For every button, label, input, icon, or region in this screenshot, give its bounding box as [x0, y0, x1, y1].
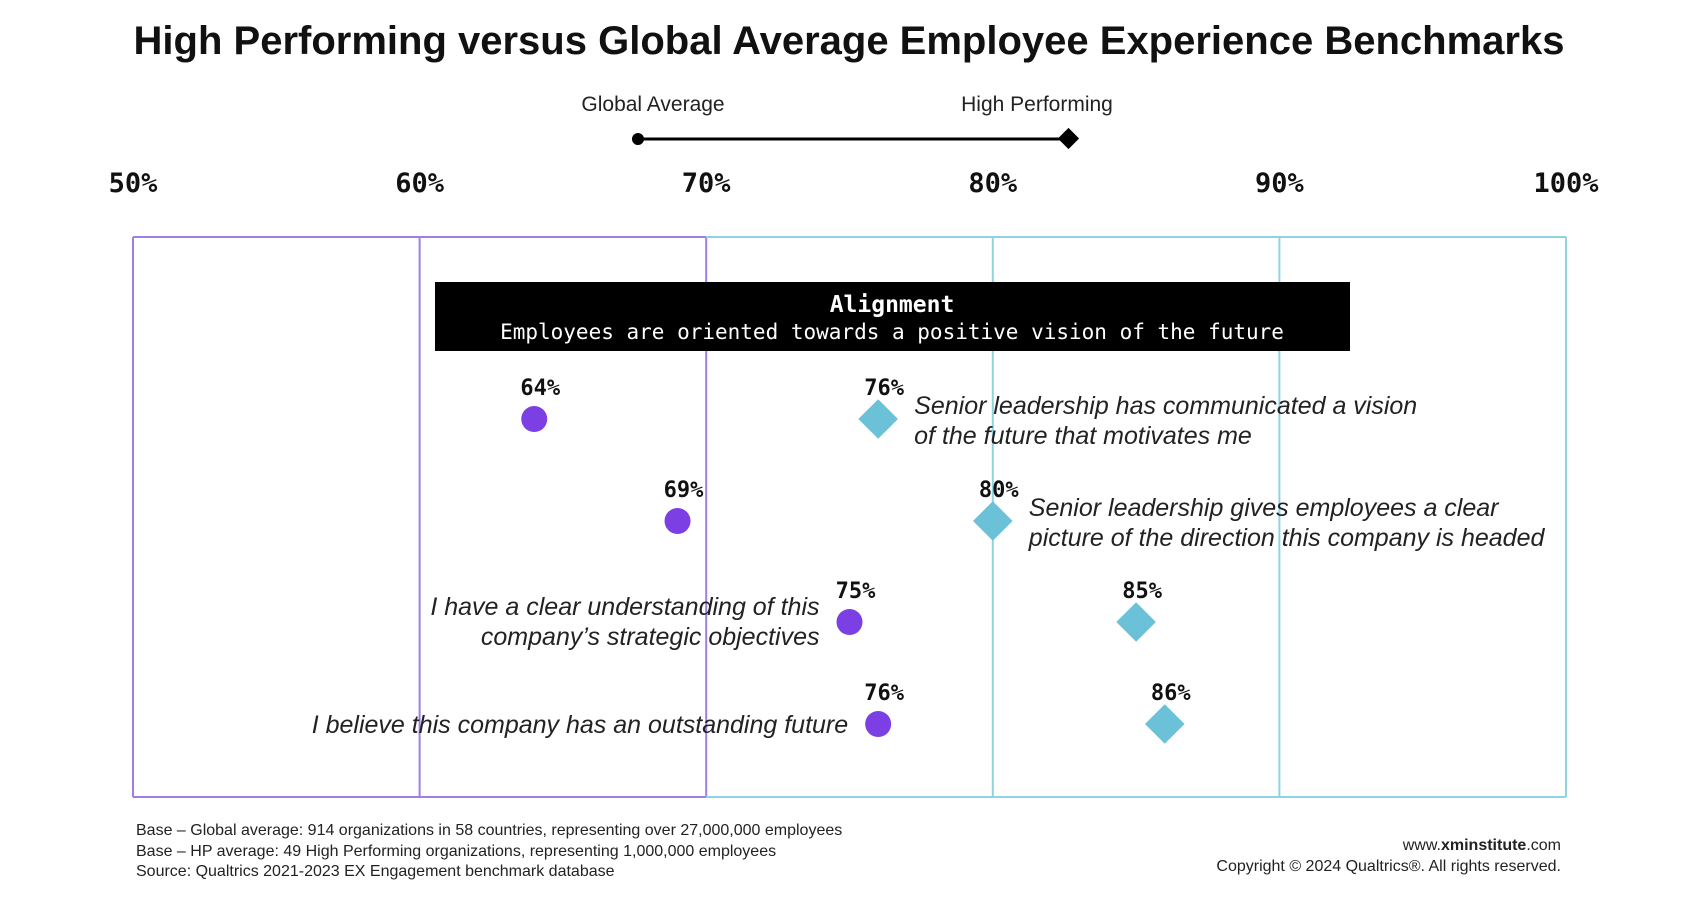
item-label: Senior leadership has communicated a vis… [914, 392, 1417, 450]
item-label-line: Senior leadership gives employees a clea… [1029, 494, 1500, 522]
footer-url-prefix: www. [1402, 837, 1441, 854]
global-value-label: 69% [664, 478, 704, 503]
x-tick-label: 90% [1255, 168, 1305, 199]
item-label-line: I believe this company has an outstandin… [312, 711, 848, 739]
item-label: Senior leadership gives employees a clea… [1028, 494, 1546, 552]
footer-url-bold: xminstitute [1441, 837, 1526, 854]
x-tick-label: 80% [968, 168, 1018, 199]
high-value-label: 76% [864, 376, 904, 401]
item-label-line: picture of the direction this company is… [1028, 524, 1546, 552]
x-tick-label: 100% [1533, 168, 1599, 199]
item-label: I have a clear understanding of this comp… [430, 593, 819, 651]
footer-source: Source: Qualtrics 2021-2023 EX Engagemen… [136, 863, 615, 880]
x-tick-label: 70% [682, 168, 732, 199]
x-tick-label: 60% [395, 168, 445, 199]
footer-copyright: Copyright © 2024 Qualtrics®. All rights … [1216, 858, 1561, 875]
legend-global-label: Global Average [581, 93, 724, 116]
high-value-label: 80% [979, 478, 1019, 503]
global-marker [521, 406, 548, 432]
global-marker [664, 508, 691, 534]
footer-url-suffix: .com [1526, 837, 1561, 854]
item-row: 69% 80% Senior leadership gives employees … [664, 478, 1546, 552]
x-axis-ticks: 50% 60% 70% 80% 90% 100% [109, 168, 1600, 199]
high-value-label: 85% [1122, 579, 1162, 604]
global-value-label: 64% [520, 376, 560, 401]
global-value-label: 76% [864, 681, 904, 706]
legend-high-label: High Performing [961, 93, 1113, 116]
legend-global-marker [632, 133, 644, 145]
footer-base-hp: Base – HP average: 49 High Performing or… [136, 843, 776, 860]
section-header: Alignment Employees are oriented towards… [435, 282, 1350, 351]
footer-base-global: Base – Global average: 914 organizations… [136, 822, 842, 839]
footer: Base – Global average: 914 organizations… [136, 822, 1561, 880]
item-label: I believe this company has an outstandin… [312, 711, 848, 739]
high-value-label: 86% [1151, 681, 1191, 706]
item-label-line: Senior leadership has communicated a vis… [914, 392, 1417, 420]
x-tick-label: 50% [109, 168, 159, 199]
high-marker [1116, 602, 1156, 642]
section-subtitle: Employees are oriented towards a positiv… [500, 320, 1284, 344]
item-label-line: I have a clear understanding of this [430, 593, 819, 621]
high-marker [973, 501, 1013, 541]
item-row: 64% 76% Senior leadership has communicated… [520, 376, 1417, 450]
chart-title: High Performing versus Global Average Em… [134, 19, 1565, 63]
footer-url: www.xminstitute.com [1402, 837, 1561, 854]
global-marker [865, 711, 892, 737]
item-label-line: company’s strategic objectives [481, 623, 820, 651]
dumbbell-items: 64% 76% Senior leadership has communicated… [312, 376, 1546, 744]
high-marker [1144, 704, 1185, 744]
item-row: 76% 86% I believe this company has an outs… [312, 681, 1191, 744]
section-title: Alignment [830, 292, 955, 318]
global-marker [836, 609, 863, 635]
high-marker [858, 399, 898, 439]
section-header-box [435, 282, 1350, 351]
global-value-label: 75% [836, 579, 876, 604]
item-row: 75% 85% I have a clear understanding of th… [430, 579, 1162, 651]
item-label-line: of the future that motivates me [914, 422, 1252, 450]
legend: Global Average High Performing [581, 93, 1113, 150]
legend-high-marker [1057, 127, 1080, 150]
